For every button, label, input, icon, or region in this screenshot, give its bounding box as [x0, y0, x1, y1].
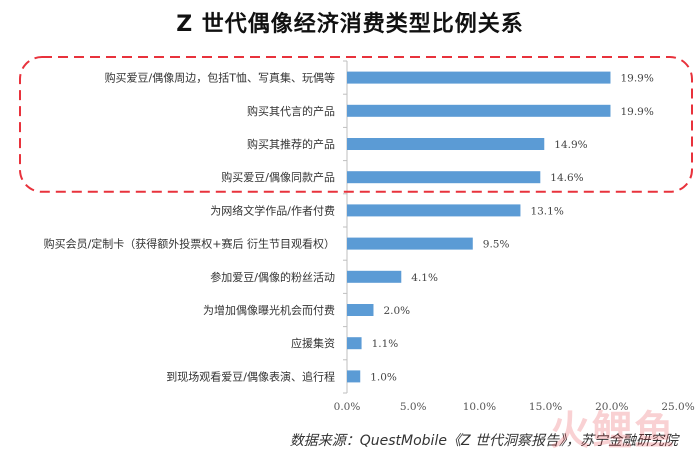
category-label: 为网络文学作品/作者付费 — [210, 203, 335, 217]
data-label: 14.9% — [554, 139, 587, 151]
data-label: 19.9% — [620, 73, 653, 85]
category-label: 为增加偶像曝光机会而付费 — [203, 303, 335, 317]
x-tick-label: 15.0% — [529, 401, 562, 413]
bar — [347, 104, 611, 117]
category-label: 应援集资 — [291, 336, 335, 350]
bar — [347, 138, 545, 150]
data-label: 4.1% — [411, 272, 438, 284]
category-label: 购买爱豆/偶像同款产品 — [221, 170, 335, 184]
x-tick-label: 5.0% — [400, 401, 427, 413]
bar — [347, 337, 362, 350]
data-label: 13.1% — [530, 205, 563, 217]
highlight-box — [19, 56, 693, 193]
bar — [347, 171, 541, 184]
bar — [347, 204, 521, 217]
data-label: 1.1% — [372, 338, 399, 350]
x-tick-label: 25.0% — [661, 401, 694, 413]
data-label: 19.9% — [620, 106, 653, 118]
data-label: 2.0% — [383, 305, 410, 317]
x-tick-label: 20.0% — [595, 401, 628, 413]
category-label: 到现场观看爱豆/偶像表演、追行程 — [166, 369, 335, 383]
category-label: 购买会员/定制卡（获得额外投票权+赛后 衍生节目观看权） — [44, 237, 335, 251]
source-note: 数据来源：QuestMobile《Z 世代洞察报告》，苏宁金融研究院 — [289, 433, 678, 449]
category-label: 购买爱豆/偶像周边，包括T恤、写真集、玩偶等 — [105, 71, 335, 85]
category-label: 购买其代言的产品 — [247, 104, 335, 118]
bar — [347, 237, 473, 250]
x-tick-label: 10.0% — [463, 401, 496, 413]
bar — [347, 304, 374, 316]
bar — [347, 270, 402, 283]
category-label: 购买其推荐的产品 — [247, 137, 335, 151]
chart-title: Z 世代偶像经济消费类型比例关系 — [176, 12, 524, 37]
data-label: 1.0% — [370, 371, 397, 383]
data-label: 9.5% — [483, 239, 510, 251]
data-label: 14.6% — [550, 172, 583, 184]
bar — [347, 370, 361, 383]
x-tick-label: 0.0% — [334, 401, 361, 413]
bar — [347, 71, 611, 84]
category-label: 参加爱豆/偶像的粉丝活动 — [210, 270, 335, 284]
